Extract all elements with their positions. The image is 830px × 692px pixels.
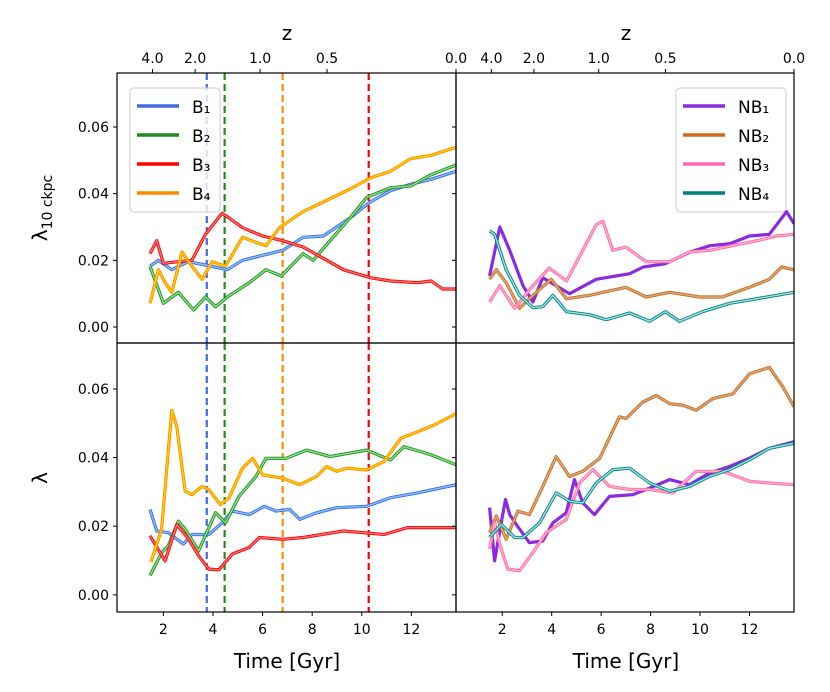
series-line-B₄ [149,408,456,563]
series-raw-line-NB₂ [488,366,794,540]
x-axis-label-left: Time [Gyr] [233,649,340,673]
series-raw-line-B₂ [149,164,456,311]
y-tick-label: 0.00 [78,588,109,604]
x-axis-label-right: Time [Gyr] [572,649,679,673]
series-raw-line-NB₄ [489,230,794,322]
series-raw-line-B₄ [149,146,456,304]
panel-bottom-left: 0.00 0.02 0.04 0.06 2 4 6 8 10 12 [78,342,457,638]
series-raw-line-NB₄ [489,442,794,539]
panels: 0.000.020.040.064.0 2.0 1.0 0.5 0.0B₁B₂B₃B₄4… [78,51,805,638]
z-tick-label: 2.0 [184,51,206,67]
legend-box [675,87,787,213]
x-tick-label: 12 [741,622,759,638]
z-tick-label: 0.5 [654,51,676,67]
z-tick-label: 2.0 [523,51,545,67]
legend: NB₁ NB₂ NB₃ NB₄ [675,87,787,213]
legend-label: B₄ [192,185,211,205]
y-tick-label: 0.02 [78,519,109,535]
legend-label: NB₂ [738,127,769,147]
legend-label: NB₁ [738,98,769,118]
z-tick-label: 4.0 [480,51,502,67]
x-tick-label: 8 [646,622,655,638]
legend: B₁ B₂ B₃ B₄ [129,87,221,213]
y-label-top-base: λ [28,229,52,241]
series-raw-line-B₁ [149,484,456,545]
z-tick-label: 0.0 [783,51,805,67]
panel-bottom-right: 2 4 6 8 10 12 [452,342,795,638]
series-raw-line-NB₃ [488,468,794,572]
series-raw-line-B₃ [149,523,456,571]
series-line-NB₂ [488,365,794,541]
series-raw-line-NB₁ [488,211,794,303]
x-tick-label: 8 [308,622,317,638]
y-axis-label-bottom: λ [28,472,52,484]
legend-box [129,87,221,213]
z-axis-label-left: z [282,21,293,45]
panel-frame [455,342,795,613]
x-tick-label: 4 [547,622,556,638]
plot-area [488,210,794,323]
series-line-B₂ [148,445,456,577]
y-tick-label: 0.00 [78,320,109,336]
y-axis-label-top: λ10 ckpc [28,175,56,242]
panel-frame [116,342,457,613]
x-tick-label: 2 [498,622,507,638]
plot-area [488,365,794,573]
y-tick-label: 0.02 [78,253,109,269]
series-raw-line-B₃ [149,212,456,290]
z-tick-label: 4.0 [141,51,163,67]
series-raw-line-B₂ [149,445,456,576]
legend-label: NB₃ [738,156,769,176]
x-tick-label: 12 [402,622,420,638]
z-tick-label: 0.5 [316,51,338,67]
legend-label: B₂ [192,127,210,147]
x-tick-label: 6 [597,622,606,638]
y-tick-label: 0.06 [78,382,109,398]
y-tick-label: 0.04 [78,451,109,467]
legend-label: B₁ [192,98,210,118]
z-tick-label: 1.0 [588,51,610,67]
x-tick-label: 2 [159,622,168,638]
plot-area [148,343,456,612]
series-raw-line-NB₃ [489,220,794,309]
z-axis-label-right: z [621,21,632,45]
legend-label: NB₄ [738,185,769,205]
x-tick-label: 10 [353,622,371,638]
y-tick-label: 0.06 [78,120,109,136]
series-raw-line-B₄ [150,409,456,563]
series-line-NB₃ [488,468,794,573]
plot-area [148,73,456,343]
panel-top-right: 4.0 2.0 1.0 0.5 0.0 NB₁ NB₂ NB₃ NB₄ [452,51,805,344]
z-tick-label: 1.0 [249,51,271,67]
y-tick-label: 0.04 [78,187,109,203]
z-tick-label: 0.0 [445,51,467,67]
x-tick-label: 6 [258,622,267,638]
y-label-top-sub: 10 ckpc [40,175,56,230]
panel-top-left: 0.00 0.02 0.04 0.06 4.0 2.0 1.0 0.5 0.0 B₁ B₂ B₃ B₄ [78,51,467,344]
series-raw-line-NB₂ [489,266,794,309]
x-tick-label: 10 [691,622,709,638]
legend-label: B₃ [192,156,210,176]
x-tick-label: 4 [209,622,218,638]
